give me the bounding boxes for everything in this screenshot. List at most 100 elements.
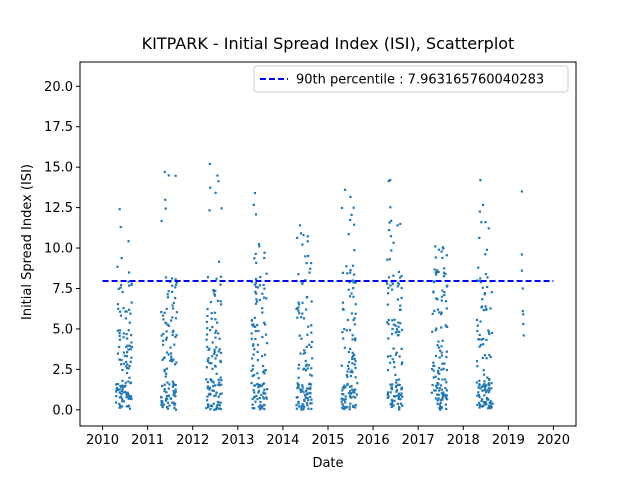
data-point	[396, 298, 399, 301]
data-point	[436, 399, 439, 402]
data-point	[206, 387, 209, 390]
data-point	[436, 344, 439, 347]
data-point	[254, 325, 257, 328]
data-point	[263, 287, 266, 290]
data-point	[344, 395, 347, 398]
data-point	[167, 324, 170, 327]
data-point	[483, 389, 486, 392]
data-point	[295, 407, 298, 410]
data-point	[163, 388, 166, 391]
data-point	[304, 308, 308, 311]
data-point	[253, 384, 256, 387]
data-point	[521, 287, 524, 290]
data-point	[434, 375, 437, 378]
data-point	[171, 401, 175, 404]
data-point	[349, 269, 352, 272]
data-point	[119, 404, 122, 407]
data-point	[445, 381, 448, 384]
data-point	[352, 354, 355, 357]
data-point	[207, 406, 210, 409]
data-point	[398, 408, 401, 411]
data-point	[400, 287, 403, 290]
data-point	[395, 394, 398, 397]
data-point	[121, 368, 124, 372]
data-point	[295, 396, 298, 399]
data-point	[399, 398, 402, 401]
data-point	[165, 391, 168, 394]
data-point	[115, 390, 118, 393]
data-point	[487, 331, 491, 334]
data-point	[211, 405, 214, 408]
data-point	[305, 363, 308, 366]
data-point	[439, 349, 442, 352]
data-point	[431, 330, 434, 333]
data-point	[489, 400, 492, 403]
data-point	[478, 384, 481, 387]
data-point	[299, 352, 302, 355]
data-point	[214, 318, 217, 321]
data-point	[254, 290, 257, 293]
data-point	[310, 402, 313, 405]
plot-frame	[79, 61, 577, 427]
data-point	[297, 367, 300, 370]
data-point	[478, 210, 481, 213]
data-point	[438, 406, 441, 410]
data-point	[303, 367, 306, 370]
data-point	[124, 381, 127, 384]
data-point	[478, 279, 481, 283]
data-point	[353, 223, 356, 226]
data-point	[214, 289, 217, 292]
data-point	[255, 298, 258, 301]
data-point	[172, 393, 175, 397]
x-tick-label: 2018	[447, 433, 480, 448]
data-point	[205, 338, 208, 341]
data-point	[116, 303, 119, 306]
data-point	[490, 291, 493, 294]
data-point	[219, 360, 222, 364]
data-point	[257, 389, 261, 393]
data-point	[433, 309, 436, 313]
data-point	[166, 405, 169, 409]
data-point	[214, 336, 217, 339]
data-point	[344, 386, 347, 389]
data-point	[171, 330, 174, 334]
data-point	[127, 280, 130, 283]
data-point	[484, 305, 487, 308]
data-point	[255, 261, 258, 264]
data-point	[254, 400, 257, 403]
data-point	[399, 276, 402, 279]
data-point	[256, 323, 259, 327]
data-point	[210, 312, 213, 315]
data-point	[215, 372, 218, 375]
data-point	[433, 389, 436, 392]
data-point	[253, 373, 256, 377]
data-point	[217, 332, 220, 335]
data-point	[297, 376, 300, 379]
data-point	[482, 369, 485, 372]
data-point	[344, 188, 347, 191]
data-point	[520, 253, 523, 256]
data-point	[390, 388, 393, 391]
data-point	[306, 367, 309, 370]
data-point	[484, 387, 487, 390]
data-point	[170, 355, 173, 358]
data-point	[486, 376, 489, 379]
data-point	[130, 356, 133, 359]
data-point	[260, 393, 263, 397]
data-point	[438, 403, 441, 406]
data-point	[116, 388, 120, 391]
data-point	[340, 397, 343, 400]
data-point	[301, 384, 304, 387]
data-point	[173, 406, 176, 410]
data-point	[256, 382, 259, 386]
data-point	[349, 271, 352, 274]
data-point	[118, 396, 122, 399]
data-point	[345, 373, 348, 377]
data-point	[216, 299, 219, 302]
data-point	[437, 340, 440, 343]
data-point	[390, 405, 393, 408]
data-point	[480, 399, 483, 403]
data-point	[353, 317, 356, 320]
data-point	[127, 405, 130, 408]
data-point	[306, 397, 309, 400]
